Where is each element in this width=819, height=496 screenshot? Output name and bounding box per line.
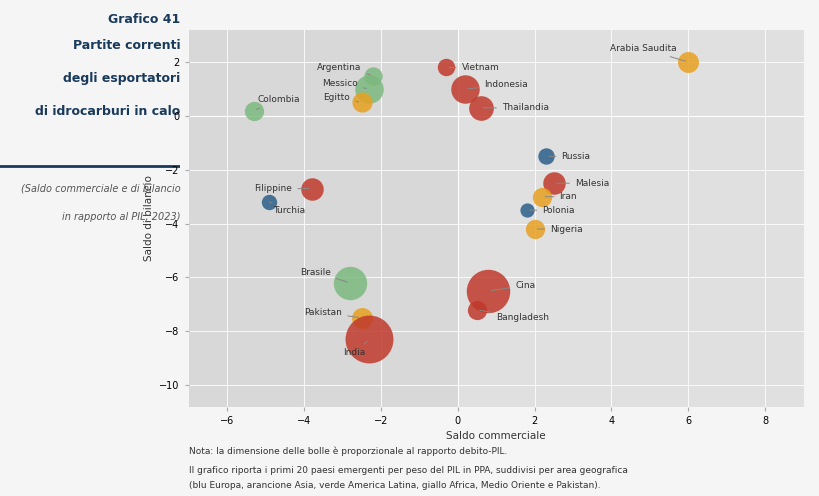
Point (459, 85, 472, 93)
Text: Colombia: Colombia (256, 95, 300, 110)
Text: Egitto: Egitto (323, 93, 359, 102)
Point (262, 198, 275, 206)
Text: Messico: Messico (322, 79, 366, 88)
Point (546, 179, 559, 187)
Point (343, 279, 356, 287)
Point (362, 85, 375, 93)
Point (681, 58, 694, 66)
Text: Russia: Russia (548, 152, 590, 161)
Text: (blu Europa, arancione Asia, verde America Latina, giallo Africa, Medio Oriente : (blu Europa, arancione Asia, verde Ameri… (188, 481, 600, 490)
Text: di idrocarburi in calo: di idrocarburi in calo (35, 105, 180, 118)
Text: Il grafico riporta i primi 20 paesi emergenti per peso del PIL in PPA, suddivisi: Il grafico riporta i primi 20 paesi emer… (188, 466, 627, 475)
Text: in rapporto al PIL, 2023): in rapporto al PIL, 2023) (61, 212, 180, 222)
Bar (457, 30, 803, 407)
Text: Indonesia: Indonesia (468, 80, 527, 89)
Text: Argentina: Argentina (317, 63, 370, 75)
Point (355, 314, 368, 322)
Text: Pakistan: Pakistan (304, 308, 359, 317)
Point (539, 152, 552, 160)
Point (247, 107, 260, 115)
Text: (Saldo commerciale e di bilancio: (Saldo commerciale e di bilancio (20, 184, 180, 193)
Text: Grafico 41: Grafico 41 (108, 13, 180, 26)
Point (527, 225, 541, 233)
Text: Brasile: Brasile (300, 267, 347, 282)
Text: India: India (342, 341, 367, 358)
Text: Polonia: Polonia (529, 206, 574, 215)
Point (535, 193, 548, 201)
Point (482, 287, 495, 295)
Point (362, 335, 375, 343)
Point (439, 63, 452, 71)
Text: Turchia: Turchia (269, 202, 305, 215)
Point (355, 99, 368, 107)
Y-axis label: Saldo di bilancio: Saldo di bilancio (143, 175, 153, 261)
Text: Cina: Cina (491, 281, 535, 291)
Text: Partite correnti: Partite correnti (73, 39, 180, 52)
Text: degli esportatori: degli esportatori (63, 72, 180, 85)
Text: Malesia: Malesia (556, 179, 609, 188)
Point (473, 104, 486, 112)
Point (305, 185, 318, 192)
Text: Bangladesh: Bangladesh (479, 310, 549, 322)
Point (470, 306, 483, 314)
Point (366, 71, 379, 79)
X-axis label: Saldo commerciale: Saldo commerciale (446, 432, 545, 441)
Text: Thailandia: Thailandia (483, 103, 548, 113)
Text: Arabia Saudita: Arabia Saudita (609, 44, 685, 62)
Text: Filippine: Filippine (254, 184, 309, 193)
Text: Iran: Iran (545, 192, 577, 201)
Text: Vietnam: Vietnam (448, 63, 499, 72)
Point (519, 206, 532, 214)
Bar (188, 30, 457, 407)
Text: Nota: la dimensione delle bolle è proporzionale al rapporto debito-PIL.: Nota: la dimensione delle bolle è propor… (188, 446, 506, 456)
Text: Nigeria: Nigeria (536, 225, 581, 234)
